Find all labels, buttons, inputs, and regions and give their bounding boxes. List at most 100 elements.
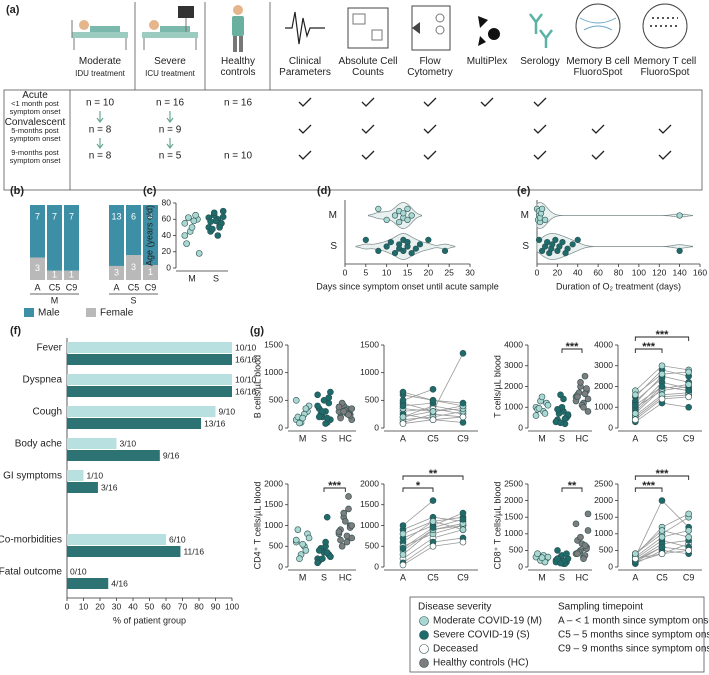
x-tick-label: 10 <box>382 267 392 277</box>
count: n = 10 <box>224 151 253 162</box>
x-tick-label: A <box>632 433 638 443</box>
point <box>658 497 666 504</box>
point <box>459 526 467 533</box>
y-tick-label: 500 <box>509 545 523 555</box>
point <box>459 419 467 426</box>
y-tick-label: Fatal outcome <box>0 567 62 578</box>
point <box>538 554 546 562</box>
point <box>348 405 356 412</box>
point <box>387 239 394 246</box>
legend-label: Female <box>100 308 134 319</box>
x-tick-label: 20 <box>553 267 563 277</box>
significance-label: *** <box>328 480 342 492</box>
x-tick-label: C5 <box>656 572 668 582</box>
point <box>345 411 352 419</box>
legend-swatch <box>86 308 96 317</box>
check <box>423 150 437 160</box>
legend-label: Moderate COVID-19 (M) <box>433 616 542 627</box>
point <box>320 397 328 404</box>
y-tick-label: 0 <box>278 561 283 571</box>
x-tick-label: 80 <box>194 601 204 611</box>
bar <box>67 438 117 449</box>
y-tick-label: 3000 <box>594 360 613 370</box>
y-tick-label: 1000 <box>264 520 283 530</box>
icons <box>3 2 703 191</box>
point <box>299 540 306 548</box>
panel-label: (b) <box>10 185 24 197</box>
bar-segment <box>64 270 79 280</box>
group-label: M <box>51 295 59 305</box>
bar-label: 1 <box>52 270 57 280</box>
point <box>399 402 407 410</box>
panel-label: (a) <box>6 4 20 16</box>
point <box>314 402 321 410</box>
bar-label: 6 <box>131 211 136 221</box>
point <box>396 219 403 226</box>
point <box>577 533 584 541</box>
point <box>580 555 587 563</box>
y-axis-label: Age (years old) <box>144 205 154 266</box>
x-tick-label: C9 <box>683 433 695 443</box>
y-tick-label: 500 <box>365 395 379 405</box>
check <box>423 97 437 107</box>
check <box>480 97 494 107</box>
y-tick-label: 1000 <box>594 402 613 412</box>
point <box>658 362 666 370</box>
x-tick-label: 5 <box>363 267 368 277</box>
bar <box>67 374 232 385</box>
point <box>429 542 437 550</box>
x-tick-label: 50 <box>145 601 155 611</box>
y-tick-label: 1500 <box>504 511 523 521</box>
point <box>296 419 303 427</box>
significance-bracket <box>634 348 663 353</box>
legend-marker <box>419 644 429 654</box>
bar-segment <box>64 205 79 271</box>
point <box>210 209 218 217</box>
x-tick-label: M <box>538 572 546 582</box>
x-tick-label: HC <box>339 433 352 443</box>
point <box>581 542 589 549</box>
x-tick-label: C5 <box>49 282 61 292</box>
y-tick-label: 1000 <box>360 367 379 377</box>
x-tick-label: 25 <box>444 267 454 277</box>
bar-label: 16/16 <box>235 354 257 364</box>
point <box>685 368 692 376</box>
point <box>391 250 399 257</box>
y-tick-label: 1000 <box>504 528 523 538</box>
legend-label: A – < 1 month since symptom onset <box>558 616 709 627</box>
point <box>584 510 592 518</box>
point <box>362 236 369 243</box>
point <box>658 533 666 541</box>
bar-label: 13 <box>111 211 121 221</box>
bar-label: 16/16 <box>235 386 257 396</box>
point <box>561 415 569 422</box>
point <box>534 550 541 558</box>
bar-label: 7 <box>69 211 74 221</box>
point <box>552 236 559 243</box>
point <box>327 388 334 396</box>
point <box>404 239 411 246</box>
legend-title: Disease severity <box>418 602 491 613</box>
check <box>361 124 375 134</box>
point <box>584 408 592 415</box>
point <box>216 224 223 231</box>
bar-segment <box>30 257 45 280</box>
x-tick-label: S <box>213 273 219 283</box>
significance-bracket <box>561 487 583 492</box>
bar-segment <box>47 205 62 271</box>
x-tick-label: 60 <box>593 267 603 277</box>
count: n = 8 <box>89 151 112 162</box>
x-tick-label: 40 <box>128 601 138 611</box>
row-subtitle: 5-months post symptom onset <box>9 126 61 143</box>
arrow <box>166 111 174 123</box>
y-tick-label: 0 <box>608 422 613 432</box>
x-tick-label: C5 <box>427 433 439 443</box>
bar-label: 1 <box>69 270 74 280</box>
legend-label: C5 – 5 months since symptom onset <box>558 630 709 641</box>
y-tick-label: GI symptoms <box>3 471 62 482</box>
legend-label: C9 – 9 months since symptom onset <box>558 644 709 655</box>
point <box>302 405 310 412</box>
point <box>400 210 407 217</box>
y-tick-label: 0 <box>278 422 283 432</box>
point <box>404 205 411 212</box>
